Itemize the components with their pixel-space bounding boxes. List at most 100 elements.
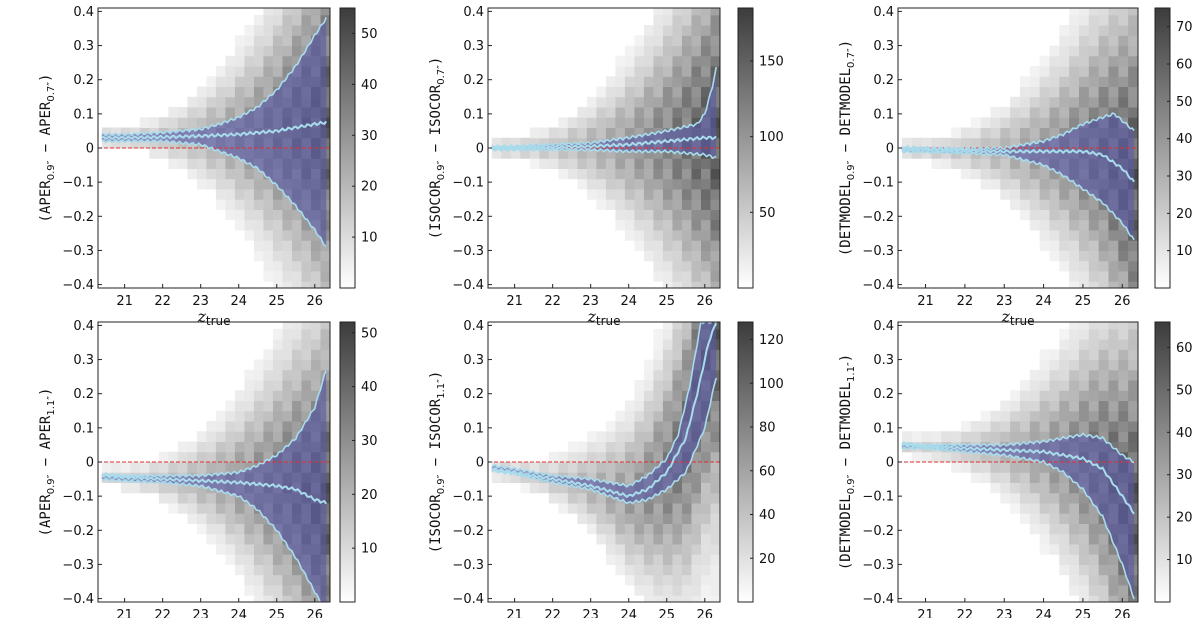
heatmap-cell [215,421,226,432]
heatmap-cell [624,209,635,221]
heatmap-cell [215,76,226,88]
heatmap-cell [1059,86,1070,98]
heatmap-cell [1108,421,1119,432]
heatmap-cell [643,158,654,169]
upper-curve [101,17,327,137]
heatmap-cell [634,451,645,463]
heatmap-cell [700,533,711,545]
heatmap-cell [980,158,991,169]
heatmap-cell [1019,188,1031,200]
heatmap-cell [272,209,283,221]
heatmap-cell [700,584,711,596]
x-tick-label: 22 [957,294,974,309]
heatmap-cell [291,281,302,288]
heatmap-cell [1059,482,1070,494]
heatmap-cell [634,523,645,535]
heatmap-cell [272,359,283,371]
heatmap-cell [1019,209,1031,221]
heatmap-cell [567,168,578,180]
colorbar-tick-label: 30 [361,129,378,144]
heatmap-cell [605,543,616,555]
heatmap-cell [653,400,664,412]
heatmap-cell [700,595,711,602]
heatmap-cell [624,431,635,443]
heatmap-cell [1128,117,1138,129]
heatmap-cell [653,441,664,453]
heatmap-cell [681,178,692,190]
heatmap-cell [168,451,179,463]
heatmap-cell [1069,260,1080,272]
heatmap-cell [253,441,264,453]
y-tick-label: −0.4 [62,278,94,293]
y-label-subscript: 0.9″ [846,474,857,494]
heatmap-cell [272,240,283,251]
heatmap-cell [282,349,293,361]
heatmap-cell [1010,188,1021,200]
y-label-subscript: 1.1″ [436,379,447,399]
heatmap-cell [586,441,597,453]
heatmap-cell [272,410,283,422]
heatmap-cell [710,158,720,169]
heatmap-cell [681,229,692,241]
heatmap-cell [691,35,702,47]
heatmap-cell [187,107,198,118]
heatmap-cell [1118,322,1129,330]
heatmap-cell [710,584,720,596]
heatmap-cell [558,127,569,139]
heatmap-cell [1010,137,1021,149]
heatmap-cell [662,595,673,602]
heatmap-cell [206,462,217,473]
heatmap-cell [662,502,673,514]
heatmap-cell [615,219,626,231]
heatmap-cell [567,127,578,139]
heatmap-cell [1029,472,1041,483]
heatmap-cell [1039,199,1050,210]
heatmap-cell [253,35,264,47]
heatmap-cell [710,400,720,412]
heatmap-cell [1000,188,1011,200]
heatmap-cell [624,188,635,200]
heatmap-cell [1049,178,1060,190]
heatmap-cell [662,229,673,241]
heatmap-cell [624,533,635,545]
heatmap-cell [681,359,692,371]
heatmap-cell [662,117,673,129]
heatmap-cell [700,554,711,565]
heatmap-cell [187,158,198,169]
heatmap-cell [130,462,141,473]
heatmap-cell [310,339,321,350]
heatmap-cell [244,543,255,555]
heatmap-cell [700,472,711,483]
heatmap-cell [1010,390,1021,402]
heatmap-cell [672,209,683,221]
heatmap-cell [301,14,312,26]
y-label-text: − ISOCOR [428,84,444,160]
heatmap-cell [1108,107,1119,118]
lower-curve [901,149,1135,241]
heatmap-cell [586,502,597,514]
heatmap-cell [662,168,673,180]
heatmap-cell [301,328,312,340]
heatmap-cell [1059,178,1070,190]
heatmap-cell [177,158,188,169]
heatmap-cell [168,148,179,159]
heatmap-cell [672,533,683,545]
heatmap-cell [1049,127,1060,139]
heatmap-cell [244,564,255,576]
heatmap-cell [577,441,588,453]
heatmap-cell [291,209,302,221]
heatmap-cell [272,8,283,16]
heatmap-cell [1108,66,1119,77]
heatmap-cell [1108,410,1119,422]
heatmap-cell [215,96,226,108]
heatmap-cell [970,117,982,129]
heatmap-cell [272,441,283,453]
y-tick-label: −0.2 [862,210,894,225]
heatmap-cell [1078,584,1090,596]
y-label-text: − DETMODEL [838,382,854,475]
heatmap-cell [225,107,236,118]
heatmap-cell [253,96,264,108]
heatmap-cell [1118,250,1129,262]
heatmap-cell [253,400,264,412]
heatmap-cell [1039,421,1050,432]
